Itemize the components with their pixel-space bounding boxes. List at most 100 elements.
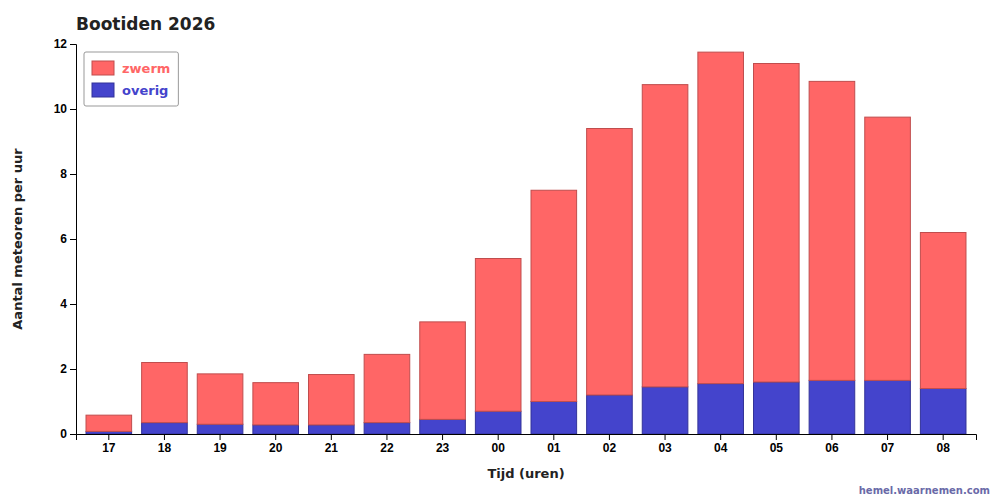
x-tick-label: 01 [547, 441, 561, 455]
y-tick-mark [70, 304, 76, 305]
x-tick-label: 20 [269, 441, 283, 455]
x-tick-label: 04 [714, 441, 728, 455]
y-tick: 0 [60, 427, 76, 441]
x-axis-line [77, 435, 977, 441]
x-tick-label: 19 [213, 441, 227, 455]
x-tick-label: 00 [492, 441, 506, 455]
y-tick-label: 4 [60, 297, 67, 311]
x-tick-mark [386, 434, 387, 440]
bar-segment [920, 233, 966, 389]
bar-segment [420, 322, 466, 420]
x-tick-mark [776, 434, 777, 440]
x-tick: 06 [825, 434, 839, 455]
bar-segment [865, 117, 911, 380]
x-tick: 22 [380, 434, 394, 455]
y-axis-label: Aantal meteoren per uur [10, 148, 25, 330]
bar-segment [865, 380, 911, 434]
legend-item: overig [92, 83, 168, 98]
title: Bootiden 2026 [76, 14, 215, 34]
bar-segment [698, 384, 744, 434]
x-tick: 05 [770, 434, 784, 455]
bar-segment [531, 402, 577, 435]
x-tick-label: 07 [881, 441, 895, 455]
x-tick-mark [831, 434, 832, 440]
x-tick: 08 [937, 434, 951, 455]
y-tick-mark [70, 174, 76, 175]
legend-swatch [92, 83, 114, 97]
y-tick: 4 [60, 297, 76, 311]
x-tick: 23 [436, 434, 450, 455]
y-tick-label: 10 [54, 102, 68, 116]
x-tick-label: 21 [325, 441, 339, 455]
x-tick-mark [275, 434, 276, 440]
bar-segment [642, 387, 688, 434]
x-tick: 17 [102, 434, 116, 455]
bar-segment [309, 375, 355, 425]
x-tick-label: 17 [102, 441, 116, 455]
x-tick-label: 05 [770, 441, 784, 455]
x-tick: 04 [714, 434, 728, 455]
bar-segment [86, 415, 132, 431]
x-tick-label: 23 [436, 441, 450, 455]
x-tick: 20 [269, 434, 283, 455]
x-axis: 17 18 19 20 21 22 23 00 01 02 03 04 05 06 07 08 [77, 434, 977, 455]
bar-segment [142, 363, 188, 423]
x-tick-mark [665, 434, 666, 440]
x-tick: 19 [213, 434, 227, 455]
y-tick: 10 [54, 102, 76, 116]
y-tick-mark [70, 369, 76, 370]
bar-segment [475, 259, 521, 412]
legend-label: overig [122, 83, 168, 98]
bar-segment [587, 395, 633, 434]
x-tick: 01 [547, 434, 561, 455]
x-tick-mark [498, 434, 499, 440]
series-1 [86, 52, 966, 431]
bar-segment [587, 129, 633, 396]
legend-box [84, 52, 178, 106]
x-tick-mark [164, 434, 165, 440]
bar-segment [197, 424, 243, 434]
bar-segment [364, 423, 410, 434]
x-tick-mark [887, 434, 888, 440]
bar-segment [475, 411, 521, 434]
y-tick: 8 [60, 167, 76, 181]
bar-segment [809, 81, 855, 380]
legend-item: zwerm [92, 61, 170, 76]
y-tick-mark [70, 434, 76, 435]
bar-segment [698, 52, 744, 384]
bar-segment [920, 389, 966, 435]
y-axis: 0 2 4 6 8 10 12 [54, 37, 77, 441]
x-tick: 18 [158, 434, 172, 455]
x-tick: 03 [658, 434, 672, 455]
x-tick-mark [220, 434, 221, 440]
y-tick: 2 [60, 362, 76, 376]
x-tick-mark [609, 434, 610, 440]
y-tick-label: 2 [60, 362, 67, 376]
x-tick: 07 [881, 434, 895, 455]
bar-segment [809, 380, 855, 434]
y-tick-mark [70, 44, 76, 45]
x-tick: 02 [603, 434, 617, 455]
bar-segment [142, 423, 188, 434]
y-tick-label: 12 [54, 37, 68, 51]
bar-segment [309, 425, 355, 434]
x-tick-label: 18 [158, 441, 172, 455]
x-tick-mark [108, 434, 109, 440]
x-tick-mark [943, 434, 944, 440]
y-tick-label: 0 [60, 427, 67, 441]
y-tick: 12 [54, 37, 76, 51]
x-tick-mark [720, 434, 721, 440]
bar-segment [253, 425, 299, 434]
y-tick-mark [70, 109, 76, 110]
x-tick-mark [553, 434, 554, 440]
bar-segment [197, 374, 243, 424]
bar-segment [642, 85, 688, 387]
y-axis-line [70, 45, 77, 435]
bar-segment [253, 383, 299, 425]
x-tick-label: 02 [603, 441, 617, 455]
bar-segment [754, 382, 800, 434]
x-axis-label: Tijd (uren) [487, 466, 564, 481]
bar-segment [531, 190, 577, 401]
bars [86, 52, 966, 434]
y-tick: 6 [60, 232, 76, 246]
